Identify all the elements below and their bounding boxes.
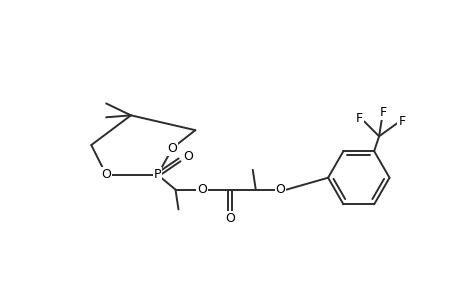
Text: F: F (379, 106, 386, 119)
Text: O: O (224, 212, 235, 225)
Text: O: O (197, 183, 207, 196)
Text: O: O (275, 183, 285, 196)
Text: O: O (101, 168, 111, 181)
Text: O: O (167, 142, 177, 154)
Text: F: F (397, 115, 404, 128)
Text: P: P (154, 168, 161, 181)
Text: O: O (183, 150, 193, 164)
Text: F: F (355, 112, 362, 125)
